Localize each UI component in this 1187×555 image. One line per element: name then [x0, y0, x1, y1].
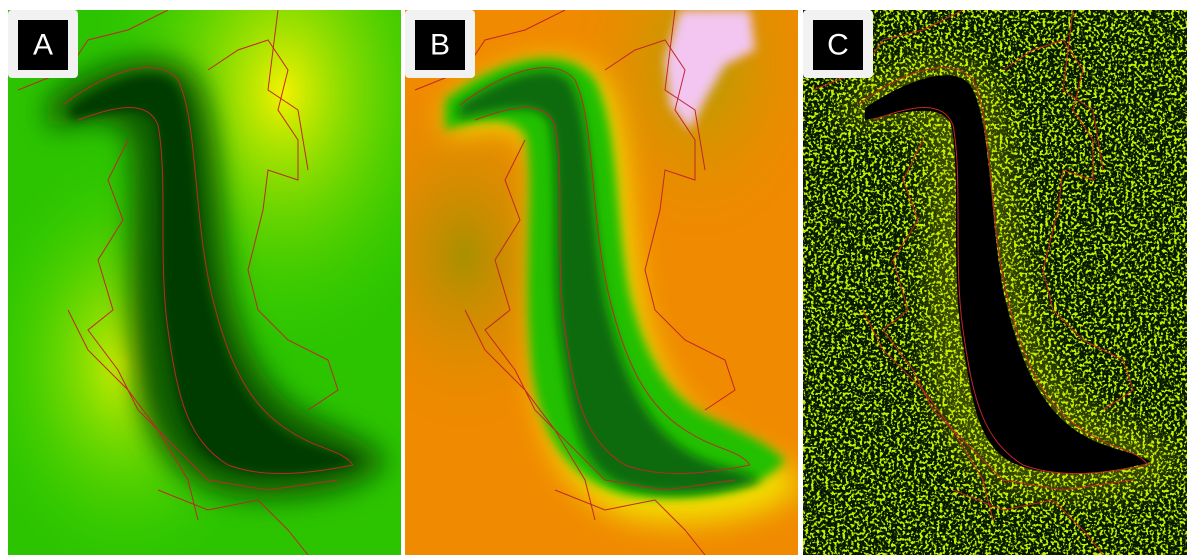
panel-a — [8, 10, 401, 555]
panel-c — [803, 10, 1187, 555]
figure: A B C — [0, 0, 1187, 555]
panel-label: A — [33, 29, 53, 62]
panel-b — [405, 10, 804, 555]
panel-label: C — [827, 29, 849, 62]
panel-label: B — [430, 29, 450, 62]
page: {"panels": [{"label": "A"}, {"label": "B… — [0, 0, 1187, 555]
label-c: C — [803, 10, 873, 78]
label-a: A — [8, 10, 78, 78]
label-b: B — [405, 10, 475, 78]
